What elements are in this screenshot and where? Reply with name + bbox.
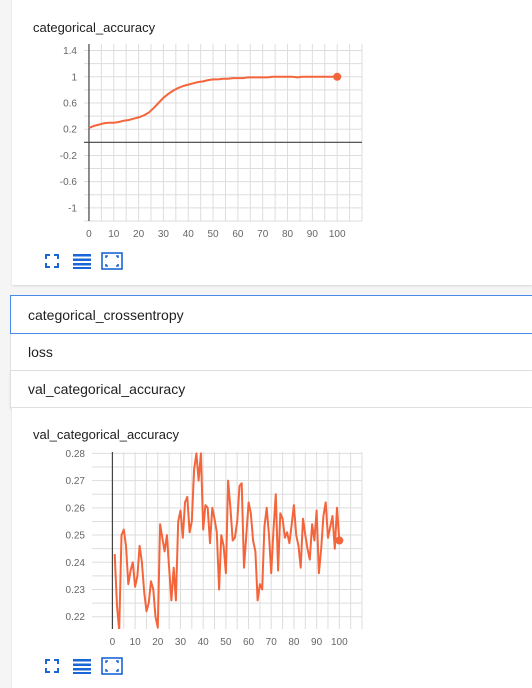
chart-card-val-categorical-accuracy: val_categorical_accuracy 0 10 20 30 40 50 60 70… bbox=[12, 408, 532, 688]
y-tick-label: 0.22 bbox=[66, 612, 86, 623]
y-tick-label: -1 bbox=[68, 203, 77, 214]
expand-icon bbox=[45, 254, 59, 268]
x-tick-label: 20 bbox=[133, 229, 145, 240]
toggle-log-scale-button[interactable] bbox=[71, 656, 93, 676]
x-tick-label: 100 bbox=[331, 637, 348, 648]
x-tick-label: 0 bbox=[86, 229, 92, 240]
x-tick-label: 50 bbox=[208, 229, 220, 240]
fit-domain-button[interactable] bbox=[101, 656, 123, 676]
y-tick-label: 0.6 bbox=[63, 99, 77, 110]
tag-item-val-categorical-accuracy[interactable]: val_categorical_accuracy bbox=[10, 371, 532, 408]
y-tick-label: 0.26 bbox=[66, 503, 86, 514]
x-tick-label: 90 bbox=[311, 637, 323, 648]
y-tick-label: 1.4 bbox=[63, 46, 77, 57]
series-endpoint-marker bbox=[333, 73, 341, 81]
series-endpoint-marker bbox=[335, 537, 343, 545]
expand-chart-button[interactable] bbox=[41, 656, 63, 676]
y-tick-label: 0.27 bbox=[66, 476, 86, 487]
tag-item-loss[interactable]: loss bbox=[10, 334, 532, 371]
x-tick-label: 0 bbox=[110, 637, 116, 648]
tag-item-categorical-crossentropy[interactable]: categorical_crossentropy bbox=[10, 295, 532, 334]
y-tick-label: 0.25 bbox=[66, 531, 86, 542]
x-tick-label: 60 bbox=[243, 637, 255, 648]
x-tick-label: 70 bbox=[266, 637, 278, 648]
x-tick-label: 70 bbox=[257, 229, 269, 240]
x-tick-label: 100 bbox=[329, 229, 346, 240]
fit-domain-icon bbox=[101, 252, 123, 270]
list-icon bbox=[73, 253, 91, 269]
x-tick-label: 60 bbox=[232, 229, 244, 240]
y-tick-label: -0.6 bbox=[60, 177, 78, 188]
x-tick-label: 80 bbox=[282, 229, 294, 240]
x-tick-label: 20 bbox=[152, 637, 164, 648]
x-tick-label: 80 bbox=[288, 637, 300, 648]
y-tick-label: 0.23 bbox=[66, 585, 86, 596]
expand-chart-button[interactable] bbox=[41, 251, 63, 271]
line-chart-categorical-accuracy[interactable]: 0 10 20 30 40 50 60 70 80 90 100 1.4 1 0.6 0.2 -0.2 -0.6… bbox=[12, 0, 532, 250]
y-tick-label: 1 bbox=[71, 72, 77, 83]
expand-icon bbox=[45, 659, 59, 673]
x-tick-label: 10 bbox=[108, 229, 120, 240]
y-tick-label: 0.2 bbox=[63, 125, 77, 136]
x-tick-label: 10 bbox=[130, 637, 142, 648]
line-chart-val-categorical-accuracy[interactable]: 0 10 20 30 40 50 60 70 80 90 100 0.28 0.27 0.26 0.25 0.… bbox=[12, 408, 532, 658]
fit-domain-button[interactable] bbox=[101, 251, 123, 271]
list-icon bbox=[73, 658, 91, 674]
toggle-log-scale-button[interactable] bbox=[71, 251, 93, 271]
x-tick-label: 50 bbox=[220, 637, 232, 648]
chart-toolbar bbox=[41, 251, 123, 271]
y-tick-label: -0.2 bbox=[60, 151, 78, 162]
x-tick-label: 40 bbox=[198, 637, 210, 648]
x-tick-label: 30 bbox=[158, 229, 170, 240]
y-tick-label: 0.28 bbox=[66, 449, 86, 460]
fit-domain-icon bbox=[101, 657, 123, 675]
y-tick-label: 0.24 bbox=[66, 558, 86, 569]
tag-list: categorical_crossentropy loss val_catego… bbox=[10, 295, 532, 408]
chart-card-categorical-accuracy: categorical_accuracy 0 10 20 30 40 50 60 70 80 90… bbox=[12, 0, 532, 285]
chart-toolbar bbox=[41, 656, 123, 676]
x-tick-label: 30 bbox=[175, 637, 187, 648]
x-tick-label: 90 bbox=[307, 229, 319, 240]
x-tick-label: 40 bbox=[183, 229, 195, 240]
